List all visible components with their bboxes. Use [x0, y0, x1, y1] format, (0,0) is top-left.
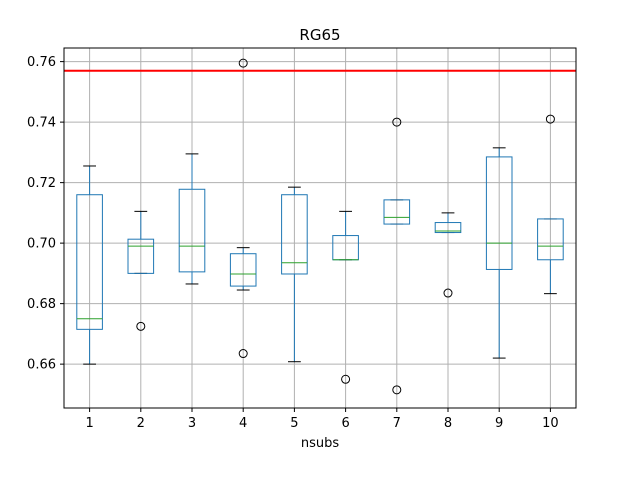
x-tick-label: 10: [542, 416, 559, 431]
box-iqr: [485, 156, 513, 270]
outlier-point: [392, 117, 402, 127]
box-iqr: [76, 194, 103, 330]
box-8: [434, 212, 462, 298]
y-tick-label: 0.72: [27, 176, 56, 191]
x-tick-label: 9: [495, 416, 503, 431]
outlier-point: [443, 288, 453, 298]
y-tick-label: 0.76: [27, 55, 56, 70]
outlier-point: [392, 385, 402, 395]
plot-frame: [63, 47, 577, 409]
y-tick-label: 0.70: [27, 237, 56, 252]
outlier-point: [238, 58, 248, 68]
y-axis: 0.66 0.68 0.70 0.72 0.74 0.76: [27, 55, 64, 373]
box-3: [178, 153, 206, 285]
x-tick-label: 7: [393, 416, 401, 431]
box-iqr: [178, 188, 206, 273]
y-tick-label: 0.66: [27, 358, 56, 373]
outlier-point: [136, 321, 146, 331]
box-4: [229, 58, 257, 359]
x-tick-label: 4: [239, 416, 247, 431]
x-tick-label: 3: [188, 416, 196, 431]
box-iqr: [434, 222, 462, 234]
x-tick-label: 6: [341, 416, 349, 431]
box-6: [332, 210, 359, 384]
y-tick-label: 0.74: [27, 116, 56, 131]
box-9: [485, 147, 513, 359]
x-tick-label: 2: [137, 416, 145, 431]
box-1: [76, 165, 103, 365]
x-axis: 1 2 3 4 5 6 7 8 9 10: [85, 408, 559, 431]
box-7: [383, 117, 411, 395]
box-iqr: [127, 238, 155, 274]
box-iqr: [229, 253, 257, 287]
box-iqr: [537, 218, 564, 261]
y-tick-label: 0.68: [27, 297, 56, 312]
x-tick-label: 5: [290, 416, 298, 431]
box-iqr: [281, 194, 308, 275]
box-5: [281, 186, 308, 363]
outlier-point: [545, 114, 555, 124]
box-iqr: [383, 199, 411, 225]
outlier-point: [341, 374, 351, 384]
chart-title: RG65: [299, 26, 340, 44]
box-layer: [76, 58, 564, 395]
x-tick-label: 1: [85, 416, 93, 431]
x-tick-label: 8: [444, 416, 452, 431]
x-axis-label: nsubs: [301, 436, 340, 451]
box-2: [127, 210, 155, 331]
box-10: [537, 114, 564, 295]
outlier-point: [238, 349, 248, 359]
